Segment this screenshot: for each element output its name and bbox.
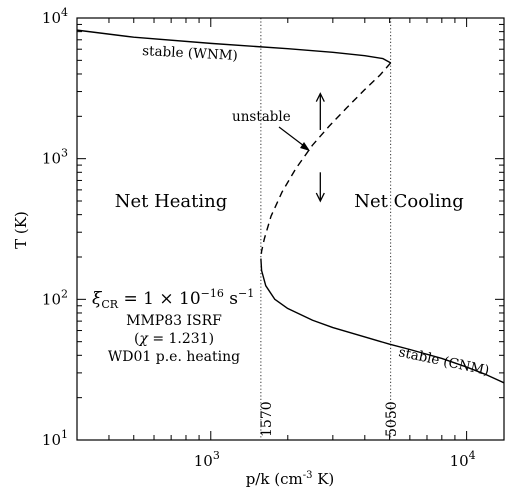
arrow-head-1	[315, 92, 325, 102]
stable-wnm-label: stable (WNM)	[142, 43, 238, 64]
y-tick-label: 103	[42, 147, 68, 168]
net-cooling-label: Net Cooling	[354, 191, 463, 212]
arrow-head-2	[315, 192, 325, 203]
x-tick-label: 104	[450, 449, 476, 470]
isrf-label: MMP83 ISRF	[126, 313, 222, 329]
plot-frame	[76, 17, 505, 441]
stable-cnm-label: stable (CNM)	[397, 344, 490, 379]
curve-segment-3	[260, 258, 505, 384]
unstable-label: unstable	[232, 109, 291, 125]
curve-segment-1	[76, 29, 392, 64]
x-axis-label: p/k (cm-3 K)	[246, 470, 335, 488]
curve-segment-2	[260, 62, 392, 259]
vline-label-1570: 1570	[259, 401, 275, 437]
y-tick-label: 101	[42, 428, 68, 449]
curves	[76, 29, 505, 384]
reference-lines	[260, 18, 392, 440]
unstable-pointer-head	[300, 142, 310, 151]
heating-model-label: WD01 p.e. heating	[108, 349, 240, 365]
y-tick-label: 104	[42, 6, 68, 27]
axis-ticks	[76, 17, 504, 441]
xi-cr-label: ξCR = 1 × 10−16 s−1	[92, 287, 254, 311]
y-axis-label: T (K)	[12, 211, 30, 249]
chi-label: (χ = 1.231)	[134, 331, 214, 347]
x-tick-label: 103	[194, 449, 220, 470]
net-heating-label: Net Heating	[115, 191, 228, 212]
y-tick-label: 102	[42, 287, 68, 308]
tick-labels: 103 104 101 102 103 104	[42, 6, 476, 470]
vline-label-5050: 5050	[384, 401, 400, 437]
arrows	[315, 92, 325, 203]
